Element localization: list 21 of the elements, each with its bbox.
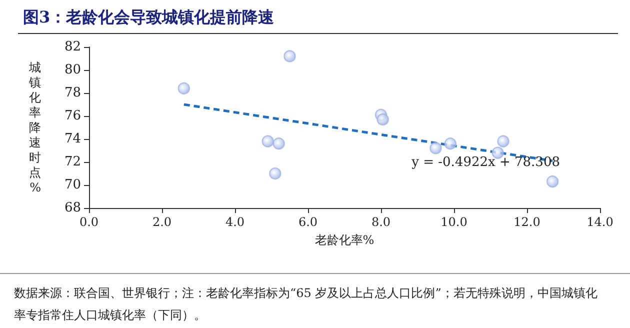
y-tick-label: 70	[64, 178, 81, 192]
y-tick-label: 68	[64, 200, 81, 216]
y-tick-label: 74	[64, 132, 81, 146]
y-tick-label: 78	[64, 86, 81, 100]
x-tick-label: 12.0	[514, 215, 540, 229]
y-tick-label: 82	[64, 40, 81, 54]
text: 城镇化率降速时点%	[29, 60, 41, 194]
x-tick-label: 2.0	[152, 215, 172, 229]
x-tick-label: 6.0	[298, 215, 318, 229]
annotation: y = -0.4922x + 78.308	[410, 155, 560, 170]
x-tick-label: 0.0	[79, 215, 99, 229]
source-note: 数据来源：联合国、世界银行；注：老龄化率指标为“65 岁及以上占总人口比例”；若无特殊说明，中国城镇化率专指常住人口城镇化率（下同）。	[14, 286, 598, 322]
y-tick-label: 72	[64, 154, 81, 170]
x-tick-label: 4.0	[225, 215, 245, 229]
x-axis-title: 老龄化率%	[314, 233, 374, 247]
x-tick-label: 14.0	[586, 215, 614, 229]
y-tick-label: 80	[64, 62, 81, 78]
chart-title: 图3：老龄化会导致城镇化提前降速	[23, 8, 276, 26]
y-tick-label: 76	[64, 108, 81, 124]
x-tick-label: 8.0	[371, 215, 391, 229]
x-tick-label: 10.0	[440, 215, 468, 229]
